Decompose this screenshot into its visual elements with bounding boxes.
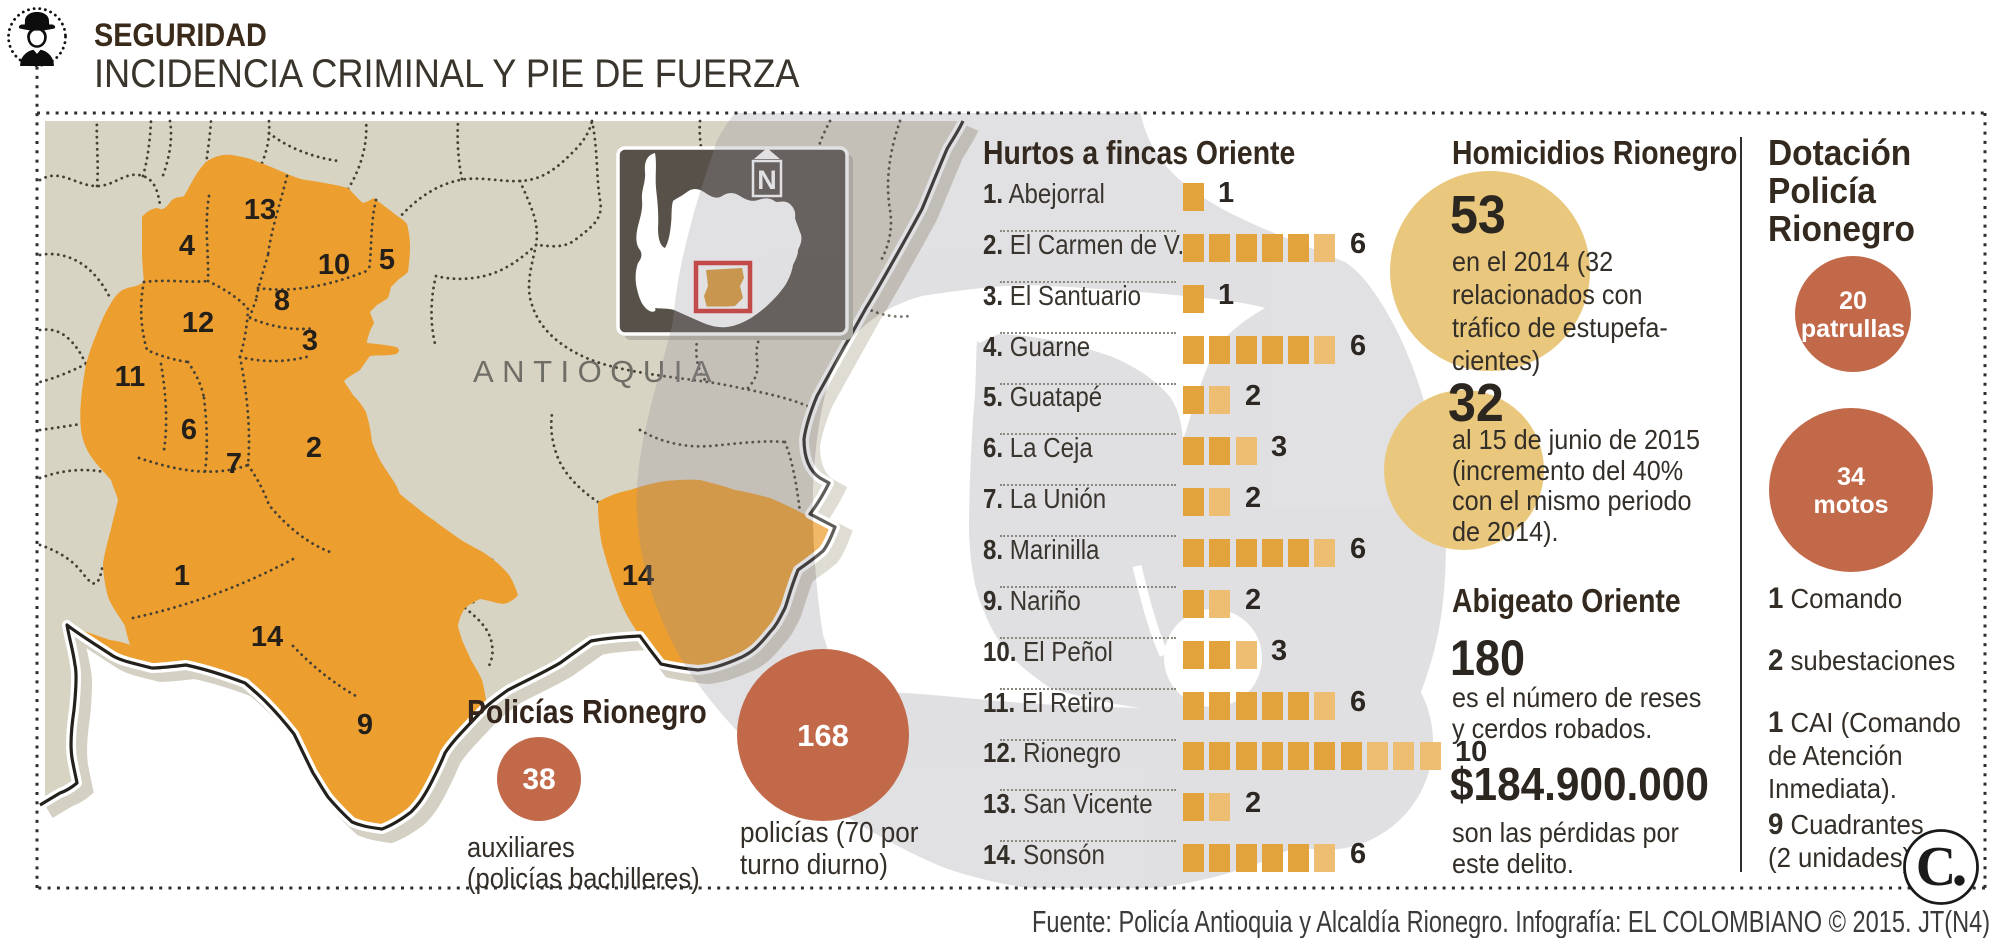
svg-text:ANTIOQUIA: ANTIOQUIA: [473, 354, 720, 389]
svg-text:N: N: [757, 165, 777, 195]
svg-text:14: 14: [622, 560, 654, 592]
svg-text:11: 11: [115, 361, 146, 393]
svg-text:12: 12: [182, 307, 214, 339]
svg-text:3: 3: [302, 325, 318, 357]
svg-text:1: 1: [174, 560, 190, 592]
svg-text:5: 5: [379, 244, 395, 276]
svg-text:4: 4: [179, 230, 195, 262]
svg-text:10: 10: [318, 249, 350, 281]
svg-text:C: C: [1916, 836, 1956, 898]
svg-text:9: 9: [357, 709, 373, 741]
svg-text:14: 14: [251, 621, 283, 653]
svg-text:13: 13: [244, 194, 276, 226]
svg-text:8: 8: [274, 285, 290, 317]
svg-text:6: 6: [181, 414, 197, 446]
svg-text:2: 2: [306, 432, 322, 464]
svg-text:7: 7: [226, 448, 242, 480]
